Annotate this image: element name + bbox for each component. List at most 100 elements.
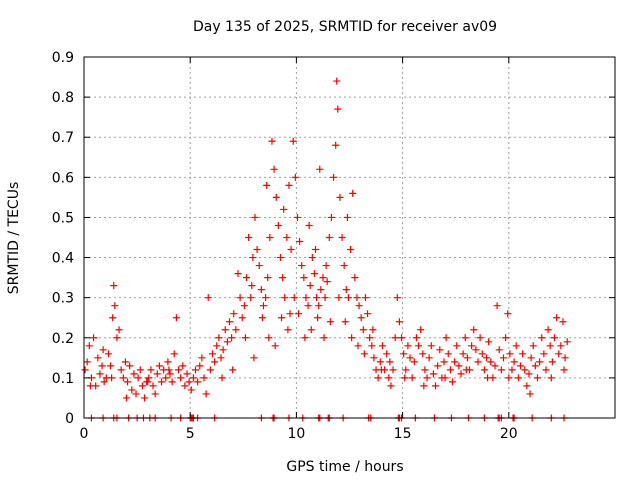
data-point bbox=[313, 294, 321, 302]
x-tick-label: 0 bbox=[80, 426, 89, 442]
data-point bbox=[508, 366, 516, 374]
data-point bbox=[276, 254, 284, 262]
data-point bbox=[389, 366, 397, 374]
data-point bbox=[90, 334, 98, 342]
data-point bbox=[259, 302, 267, 310]
data-point bbox=[357, 314, 365, 322]
data-point bbox=[391, 334, 399, 342]
data-point bbox=[145, 374, 153, 382]
data-point bbox=[387, 382, 395, 390]
data-point bbox=[544, 326, 552, 334]
data-point bbox=[377, 366, 385, 374]
data-point bbox=[364, 310, 372, 318]
data-point bbox=[219, 346, 227, 354]
data-point bbox=[99, 346, 107, 354]
data-point bbox=[408, 374, 416, 382]
data-point bbox=[306, 282, 314, 290]
data-point bbox=[96, 370, 104, 378]
data-point bbox=[198, 354, 206, 362]
data-point bbox=[280, 205, 288, 213]
data-point bbox=[262, 294, 270, 302]
data-point bbox=[497, 366, 505, 374]
data-point bbox=[561, 354, 569, 362]
data-point bbox=[370, 354, 378, 362]
data-point bbox=[423, 374, 431, 382]
data-point bbox=[316, 165, 324, 173]
data-point bbox=[204, 294, 212, 302]
data-point bbox=[301, 334, 309, 342]
data-point bbox=[308, 254, 316, 262]
data-point bbox=[451, 358, 459, 366]
data-point bbox=[258, 314, 266, 322]
x-tick-label: 10 bbox=[287, 426, 305, 442]
data-point bbox=[472, 346, 480, 354]
data-point bbox=[340, 262, 348, 270]
data-point bbox=[264, 274, 272, 282]
data-point bbox=[343, 213, 351, 221]
data-point bbox=[553, 314, 561, 322]
data-point bbox=[536, 358, 544, 366]
data-point bbox=[502, 334, 510, 342]
data-point bbox=[286, 310, 294, 318]
data-point bbox=[505, 374, 513, 382]
data-point bbox=[442, 334, 450, 342]
data-point bbox=[189, 374, 197, 382]
data-point bbox=[441, 374, 449, 382]
data-point bbox=[523, 382, 531, 390]
data-point bbox=[480, 366, 488, 374]
data-point bbox=[147, 366, 155, 374]
data-point bbox=[506, 350, 514, 358]
data-point bbox=[200, 374, 208, 382]
y-tick-label: 0.1 bbox=[52, 371, 74, 387]
data-point bbox=[538, 334, 546, 342]
data-point bbox=[132, 390, 140, 398]
data-point bbox=[183, 370, 191, 378]
data-point bbox=[514, 374, 522, 382]
data-point bbox=[268, 137, 276, 145]
data-point bbox=[323, 278, 331, 286]
data-point bbox=[310, 270, 318, 278]
data-point bbox=[274, 221, 282, 229]
data-point bbox=[557, 342, 565, 350]
data-point bbox=[425, 354, 433, 362]
data-point bbox=[347, 246, 355, 254]
data-point bbox=[468, 342, 476, 350]
data-point bbox=[476, 334, 484, 342]
data-point bbox=[349, 189, 357, 197]
data-point bbox=[151, 390, 159, 398]
data-point bbox=[281, 294, 289, 302]
y-tick-label: 0.7 bbox=[52, 130, 74, 146]
data-point bbox=[432, 382, 440, 390]
data-point bbox=[104, 350, 112, 358]
data-point bbox=[86, 382, 94, 390]
data-point bbox=[400, 350, 408, 358]
y-tick-label: 0.9 bbox=[52, 50, 74, 66]
data-point bbox=[334, 105, 342, 113]
data-point bbox=[493, 302, 501, 310]
data-point bbox=[253, 246, 261, 254]
data-point bbox=[179, 362, 187, 370]
data-point bbox=[194, 378, 202, 386]
data-point bbox=[293, 213, 301, 221]
data-point bbox=[149, 382, 157, 390]
data-point bbox=[107, 362, 115, 370]
data-point bbox=[322, 262, 330, 270]
data-point bbox=[289, 137, 297, 145]
data-point bbox=[187, 386, 195, 394]
data-point bbox=[315, 302, 323, 310]
data-point bbox=[540, 350, 548, 358]
data-point bbox=[359, 326, 367, 334]
data-point bbox=[499, 354, 507, 362]
data-point bbox=[462, 366, 470, 374]
data-point bbox=[130, 370, 138, 378]
data-point bbox=[385, 374, 393, 382]
data-point bbox=[342, 286, 350, 294]
data-point bbox=[209, 350, 217, 358]
data-point bbox=[421, 366, 429, 374]
data-point bbox=[366, 334, 374, 342]
data-point bbox=[165, 366, 173, 374]
data-point bbox=[85, 342, 93, 350]
data-point bbox=[172, 314, 180, 322]
data-point bbox=[336, 193, 344, 201]
